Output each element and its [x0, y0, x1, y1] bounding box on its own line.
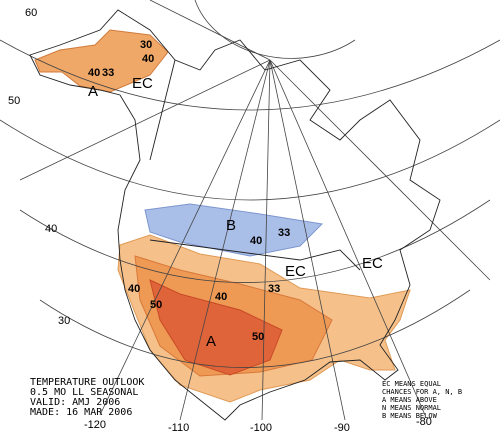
- title-line: MADE: 16 MAR 2006: [30, 407, 132, 418]
- latitude-line: [19, 199, 491, 283]
- latitude-label: 40: [45, 223, 57, 235]
- latitude-line: [0, 119, 500, 201]
- contour-label: 50: [252, 331, 264, 343]
- latitude-label: 50: [8, 95, 20, 107]
- meridian: [269, 59, 491, 281]
- alaska-above-region: [34, 29, 169, 93]
- category-label: EC: [132, 75, 153, 92]
- contour-label: 33: [268, 283, 280, 295]
- contour-label: 40: [250, 235, 262, 247]
- meridian: [149, 0, 271, 61]
- contour-label: 40: [142, 53, 154, 65]
- contour-label: 40: [215, 291, 227, 303]
- longitude-label: -120: [84, 419, 106, 431]
- legend-line: A MEANS ABOVE: [382, 396, 437, 404]
- legend: EC MEANS EQUAL CHANCES FOR A, N, B A MEA…: [382, 380, 462, 420]
- coastline: [29, 9, 441, 421]
- latitude-label: 60: [25, 7, 37, 19]
- title-line: 0.5 MO LL SEASONAL: [30, 387, 138, 398]
- category-label: EC: [362, 255, 383, 272]
- longitude-label: -110: [168, 422, 189, 434]
- meridian: [269, 59, 346, 421]
- longitude-label: -100: [250, 422, 272, 434]
- meridian: [19, 59, 271, 181]
- meridian: [99, 59, 271, 416]
- contour-label: 40: [128, 283, 140, 295]
- below-region: [144, 203, 324, 257]
- above-50-region: [149, 279, 283, 376]
- longitude-label: -90: [334, 422, 350, 434]
- category-label: A: [88, 83, 98, 100]
- meridian: [261, 59, 271, 421]
- contour-label: 30: [140, 39, 152, 51]
- meridian: [269, 59, 426, 416]
- meridian: [179, 59, 271, 421]
- polar-circle: [194, 0, 356, 59]
- contour-label: 33: [102, 67, 114, 79]
- border: [149, 59, 176, 161]
- title-line: TEMPERATURE OUTLOOK: [30, 377, 144, 388]
- category-label: B: [226, 217, 236, 234]
- title-line: VALID: AMJ 2006: [30, 397, 120, 408]
- title-block: TEMPERATURE OUTLOOK 0.5 MO LL SEASONAL V…: [30, 377, 144, 418]
- latitude-line: [0, 39, 500, 111]
- contour-label: 33: [278, 227, 290, 239]
- legend-line: CHANCES FOR A, N, B: [382, 388, 462, 396]
- legend-line: EC MEANS EQUAL: [382, 380, 441, 388]
- contour-label: 40: [88, 67, 100, 79]
- latitude-label: 30: [58, 315, 70, 327]
- legend-line: N MEANS NORMAL: [382, 404, 441, 412]
- border: [149, 239, 361, 271]
- latitude-line: [39, 289, 471, 368]
- category-label: EC: [285, 263, 306, 280]
- category-label: A: [206, 333, 216, 350]
- contour-label: 50: [150, 299, 162, 311]
- continent-outline: [29, 9, 441, 421]
- graticule: [0, 0, 500, 421]
- legend-line: B MEANS BELOW: [382, 412, 438, 420]
- longitude-label: -80: [416, 416, 432, 428]
